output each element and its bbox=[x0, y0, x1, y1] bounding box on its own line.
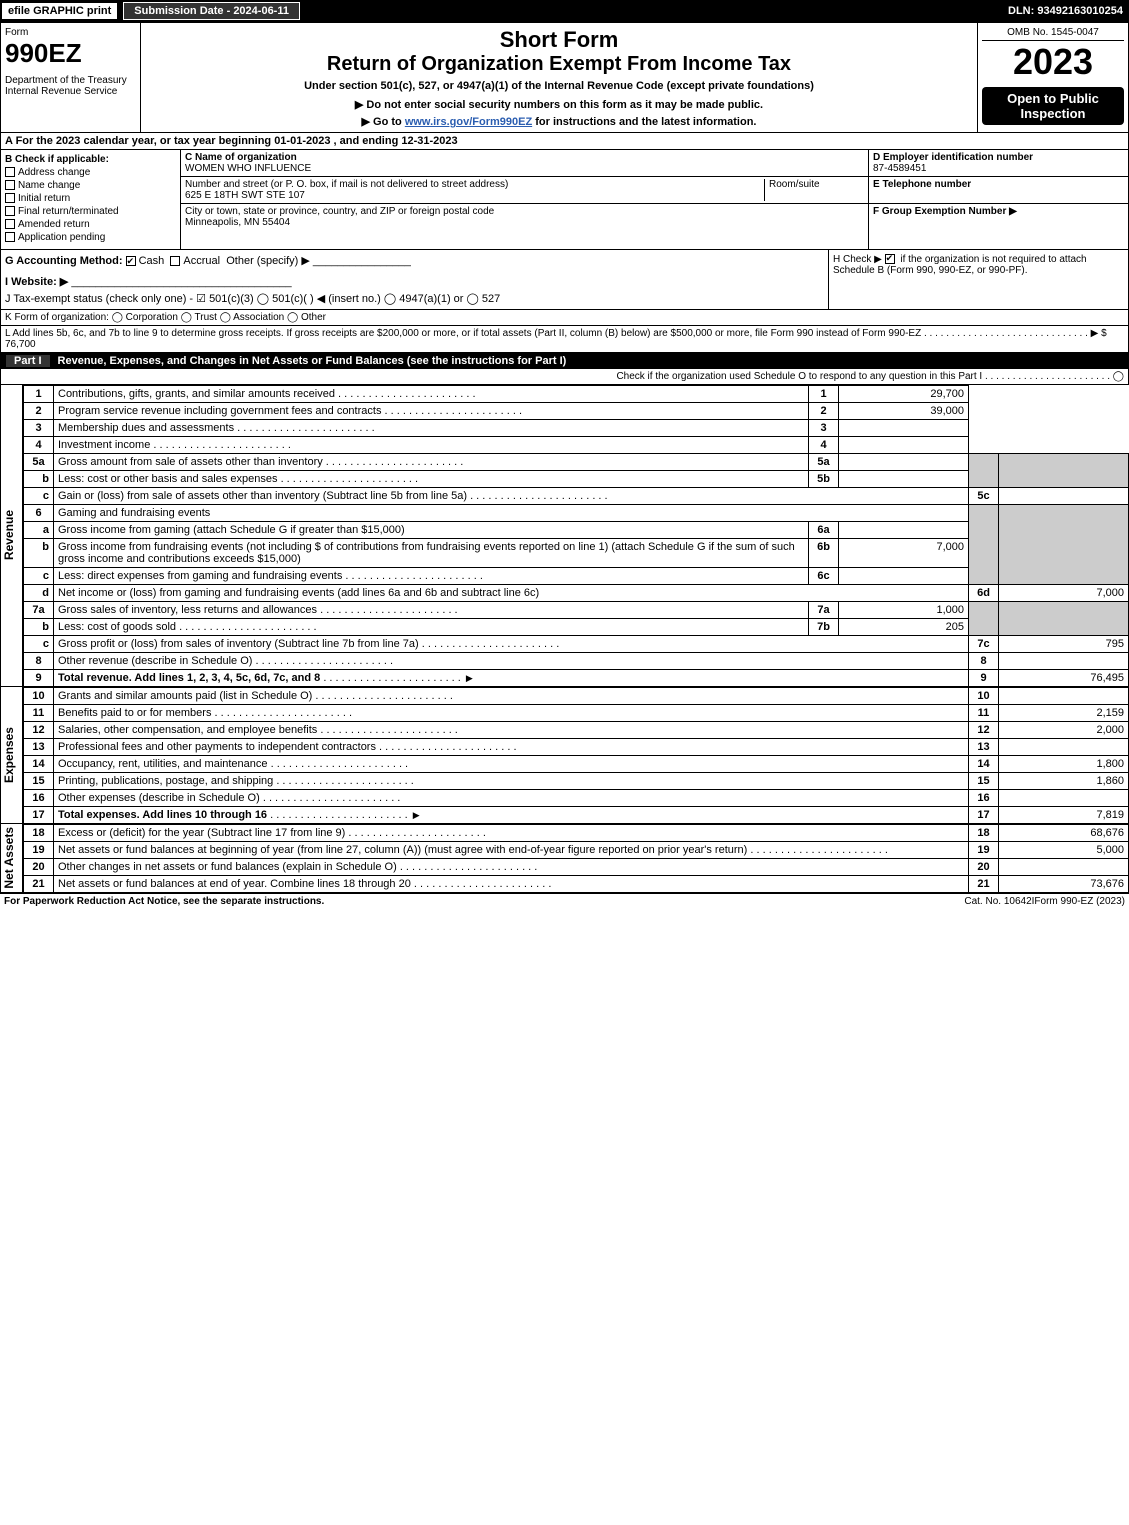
form-word: Form bbox=[5, 27, 136, 38]
cb-pending[interactable]: Application pending bbox=[5, 232, 176, 243]
goto-post: for instructions and the latest informat… bbox=[535, 116, 756, 128]
expenses-section: Expenses 10Grants and similar amounts pa… bbox=[0, 687, 1129, 824]
form-header: Form 990EZ Department of the Treasury In… bbox=[0, 22, 1129, 133]
row-gh: G Accounting Method: Cash Accrual Other … bbox=[0, 250, 1129, 310]
room-label: Room/suite bbox=[769, 179, 864, 190]
cb-amended[interactable]: Amended return bbox=[5, 219, 176, 230]
expenses-label: Expenses bbox=[2, 727, 22, 783]
page-footer: For Paperwork Reduction Act Notice, see … bbox=[0, 893, 1129, 909]
row-a: A For the 2023 calendar year, or tax yea… bbox=[0, 133, 1129, 150]
part1-num: Part I bbox=[6, 355, 50, 367]
form-number: 990EZ bbox=[5, 38, 136, 69]
donot-note: ▶ Do not enter social security numbers o… bbox=[145, 98, 973, 111]
expenses-table: 10Grants and similar amounts paid (list … bbox=[23, 687, 1129, 824]
i-label: I Website: ▶ bbox=[5, 276, 68, 288]
netassets-section: Net Assets 18Excess or (deficit) for the… bbox=[0, 824, 1129, 893]
irs-link[interactable]: www.irs.gov/Form990EZ bbox=[405, 116, 532, 128]
submission-date: Submission Date - 2024-06-11 bbox=[123, 2, 300, 20]
part1-header: Part I Revenue, Expenses, and Changes in… bbox=[0, 353, 1129, 369]
ein-value: 87-4589451 bbox=[873, 163, 1124, 174]
row-l: L Add lines 5b, 6c, and 7b to line 9 to … bbox=[0, 326, 1129, 353]
g-label: G Accounting Method: bbox=[5, 255, 123, 267]
cb-name[interactable]: Name change bbox=[5, 180, 176, 191]
header-left: Form 990EZ Department of the Treasury In… bbox=[1, 23, 141, 132]
header-center: Short Form Return of Organization Exempt… bbox=[141, 23, 978, 132]
footer-left: For Paperwork Reduction Act Notice, see … bbox=[4, 896, 764, 907]
row-k: K Form of organization: ◯ Corporation ◯ … bbox=[0, 310, 1129, 326]
revenue-table: 1Contributions, gifts, grants, and simil… bbox=[23, 385, 1129, 687]
col-b: B Check if applicable: Address change Na… bbox=[1, 150, 181, 249]
e-label: E Telephone number bbox=[873, 179, 1124, 190]
revenue-section: Revenue 1Contributions, gifts, grants, a… bbox=[0, 385, 1129, 687]
city-label: City or town, state or province, country… bbox=[185, 206, 864, 217]
return-title: Return of Organization Exempt From Incom… bbox=[145, 53, 973, 76]
dln-label: DLN: 93492163010254 bbox=[1002, 3, 1129, 19]
c-name-label: C Name of organization bbox=[185, 152, 864, 163]
goto-note: ▶ Go to www.irs.gov/Form990EZ for instru… bbox=[145, 115, 973, 128]
col-def: D Employer identification number 87-4589… bbox=[868, 150, 1128, 249]
city-value: Minneapolis, MN 55404 bbox=[185, 217, 864, 228]
revenue-label: Revenue bbox=[2, 510, 22, 560]
netassets-label: Net Assets bbox=[2, 827, 22, 889]
cb-cash[interactable] bbox=[126, 256, 136, 266]
omb-number: OMB No. 1545-0047 bbox=[982, 27, 1124, 41]
col-c: C Name of organization WOMEN WHO INFLUEN… bbox=[181, 150, 868, 249]
open-inspection: Open to Public Inspection bbox=[982, 87, 1124, 125]
cb-address[interactable]: Address change bbox=[5, 167, 176, 178]
dept-label: Department of the Treasury Internal Reve… bbox=[5, 75, 136, 97]
cb-final[interactable]: Final return/terminated bbox=[5, 206, 176, 217]
part1-desc: Revenue, Expenses, and Changes in Net As… bbox=[58, 355, 567, 367]
h-label: H Check ▶ bbox=[833, 254, 882, 265]
efile-label: efile GRAPHIC print bbox=[0, 1, 119, 21]
short-form-title: Short Form bbox=[145, 27, 973, 53]
street-label: Number and street (or P. O. box, if mail… bbox=[185, 179, 764, 190]
part1-sub: Check if the organization used Schedule … bbox=[0, 369, 1129, 385]
f-label: F Group Exemption Number ▶ bbox=[873, 206, 1124, 217]
b-head: B Check if applicable: bbox=[5, 154, 176, 165]
under-section: Under section 501(c), 527, or 4947(a)(1)… bbox=[145, 80, 973, 92]
netassets-table: 18Excess or (deficit) for the year (Subt… bbox=[23, 824, 1129, 893]
footer-right: Form 990-EZ (2023) bbox=[1034, 896, 1125, 907]
cb-h[interactable] bbox=[885, 254, 895, 264]
section-identity: B Check if applicable: Address change Na… bbox=[0, 150, 1129, 250]
footer-cat: Cat. No. 10642I bbox=[964, 896, 1034, 907]
header-right: OMB No. 1545-0047 2023 Open to Public In… bbox=[978, 23, 1128, 132]
org-name: WOMEN WHO INFLUENCE bbox=[185, 163, 864, 174]
cb-initial[interactable]: Initial return bbox=[5, 193, 176, 204]
top-bar: efile GRAPHIC print Submission Date - 20… bbox=[0, 0, 1129, 22]
d-label: D Employer identification number bbox=[873, 152, 1124, 163]
tax-year: 2023 bbox=[982, 41, 1124, 83]
j-row: J Tax-exempt status (check only one) - ☑… bbox=[5, 292, 824, 305]
street-value: 625 E 18TH SWT STE 107 bbox=[185, 190, 764, 201]
goto-pre: ▶ Go to bbox=[362, 116, 405, 128]
cb-accrual[interactable] bbox=[170, 256, 180, 266]
